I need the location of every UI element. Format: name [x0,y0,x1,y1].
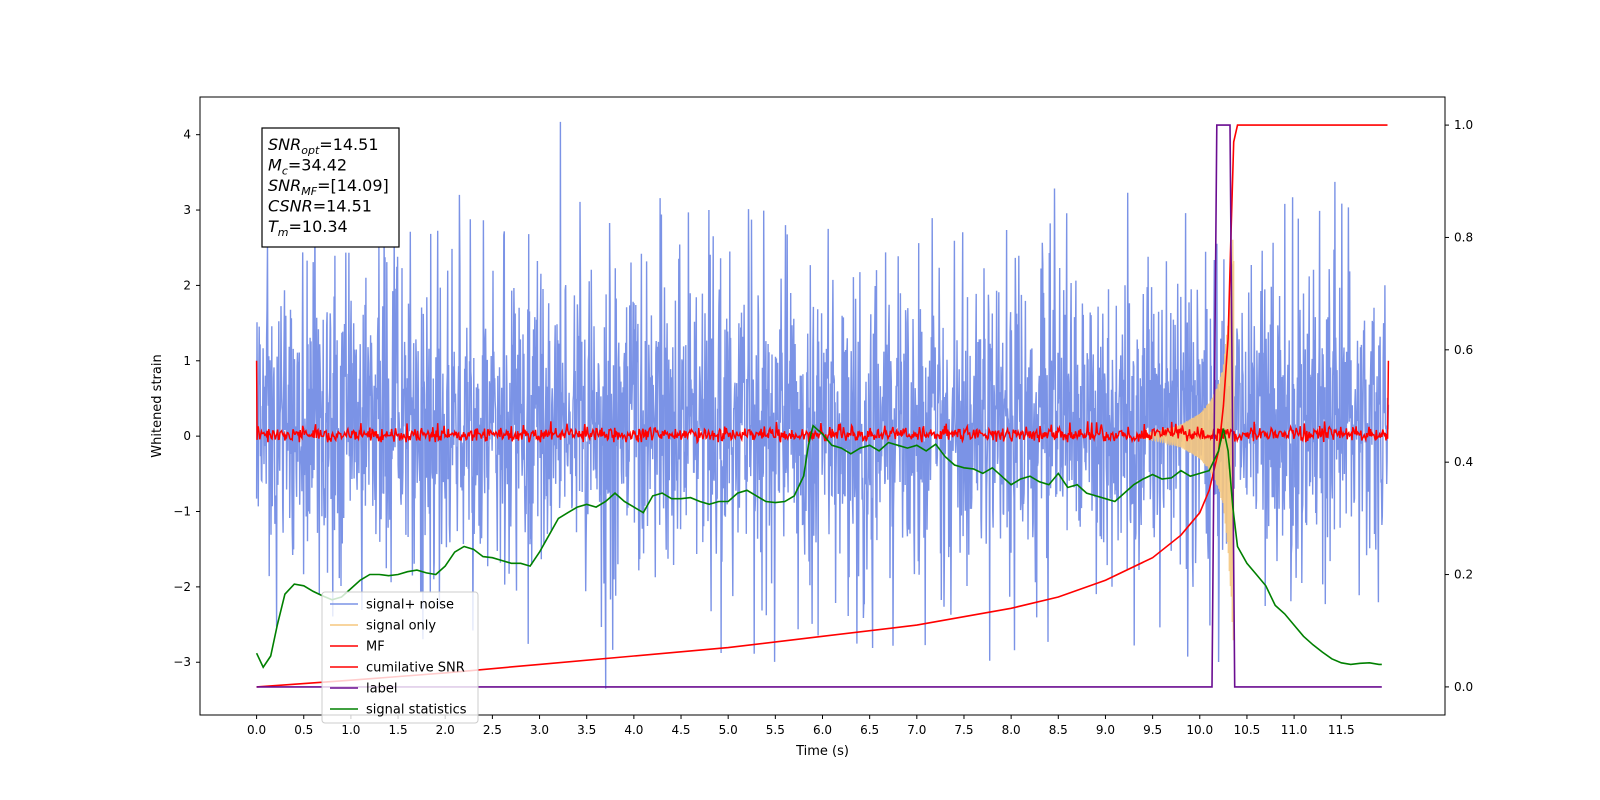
legend-label: signal only [366,619,436,634]
y2-tick-label: 0.8 [1454,230,1473,244]
legend: signal+ noise signal only MF cumilative SNR… [321,591,479,724]
x-tick-label: 0.0 [247,723,266,737]
x-tick-label: 8.5 [1049,723,1068,737]
y-axis-right: 1.0 0.8 0.6 0.4 0.2 0.0 [1445,118,1473,694]
x-tick-label: 3.5 [577,723,596,737]
x-tick-label: 10.0 [1186,723,1213,737]
y-tick-label: 3 [183,203,191,217]
x-tick-label: 2.5 [483,723,502,737]
y-tick-label: −1 [173,505,191,519]
x-tick-label: 0.5 [294,723,313,737]
y2-tick-label: 0.4 [1454,455,1473,469]
annotation-line: Tm=10.34 [268,217,348,239]
legend-label: label [366,682,397,697]
legend-label: signal+ noise [366,598,454,613]
series-signal-statistics [255,424,1382,669]
x-tick-label: 11.0 [1281,723,1308,737]
y2-tick-label: 0.2 [1454,568,1473,582]
stats-annotation-box: SNRopt=14.51Mc=34.42SNRMF=[14.09]CSNR=14… [261,127,400,248]
x-tick-label: 9.5 [1143,723,1162,737]
y-tick-label: 4 [183,128,191,142]
x-tick-label: 11.5 [1328,723,1355,737]
y-tick-label: 0 [183,429,191,443]
x-axis-label: Time (s) [795,744,849,759]
annotation-line: SNRopt=14.51 [268,135,379,157]
x-tick-label: 6.5 [860,723,879,737]
series-mf [255,360,1390,445]
y-axis-left: 4 3 2 1 0 −1 −2 −3 [173,128,200,669]
legend-label: MF [366,640,385,655]
x-tick-label: 4.0 [624,723,643,737]
x-tick-label: 5.5 [766,723,785,737]
x-tick-label: 3.0 [530,723,549,737]
annotation-line: SNRMF=[14.09] [268,176,389,198]
y-tick-label: 1 [183,354,191,368]
x-tick-label: 7.0 [907,723,926,737]
x-tick-label: 1.5 [389,723,408,737]
annotation-line: CSNR=14.51 [268,197,372,216]
chart-series-layer [255,121,1390,689]
series-signal-noise [255,121,1390,689]
y2-tick-label: 1.0 [1454,118,1473,132]
y2-tick-label: 0.0 [1454,680,1473,694]
series-signal-only [1142,239,1235,641]
legend-frame [321,591,479,724]
series-cumulative-snr [256,124,1388,688]
legend-label: cumilative SNR [366,661,465,676]
x-tick-label: 9.0 [1096,723,1115,737]
x-tick-label: 6.0 [813,723,832,737]
x-tick-label: 8.0 [1002,723,1021,737]
y-tick-label: −2 [173,580,191,594]
y2-tick-label: 0.6 [1454,343,1473,357]
x-tick-label: 4.5 [671,723,690,737]
x-tick-label: 10.5 [1234,723,1261,737]
x-tick-label: 7.5 [954,723,973,737]
x-tick-label: 1.0 [341,723,360,737]
annotation-frame [261,127,400,248]
x-tick-label: 2.0 [436,723,455,737]
y-tick-label: −3 [173,655,191,669]
series-label [256,124,1382,688]
annotation-line: Mc=34.42 [268,156,347,178]
y-tick-label: 2 [183,278,191,292]
legend-label: signal statistics [366,703,467,718]
x-axis: 0.0 0.5 1.0 1.5 2.0 2.5 3.0 3.5 4.0 4.5 5.0 5.5 6.0 6… [247,715,1355,737]
y-axis-label: Whitened strain [150,354,165,457]
x-tick-label: 5.0 [719,723,738,737]
